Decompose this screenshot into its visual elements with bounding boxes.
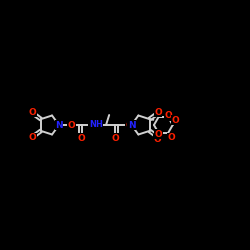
Text: O: O	[164, 111, 172, 120]
Text: NH: NH	[89, 120, 103, 129]
Text: O: O	[125, 120, 133, 130]
Text: O: O	[78, 134, 85, 142]
Text: O: O	[172, 116, 179, 125]
Text: O: O	[28, 108, 36, 117]
Text: O: O	[28, 133, 36, 142]
Text: O: O	[68, 120, 75, 130]
Text: N: N	[128, 120, 135, 130]
Text: O: O	[153, 135, 161, 144]
Text: N: N	[55, 120, 63, 130]
Text: O: O	[167, 133, 175, 142]
Text: O: O	[112, 134, 120, 142]
Text: O: O	[155, 130, 162, 139]
Text: O: O	[154, 108, 162, 117]
